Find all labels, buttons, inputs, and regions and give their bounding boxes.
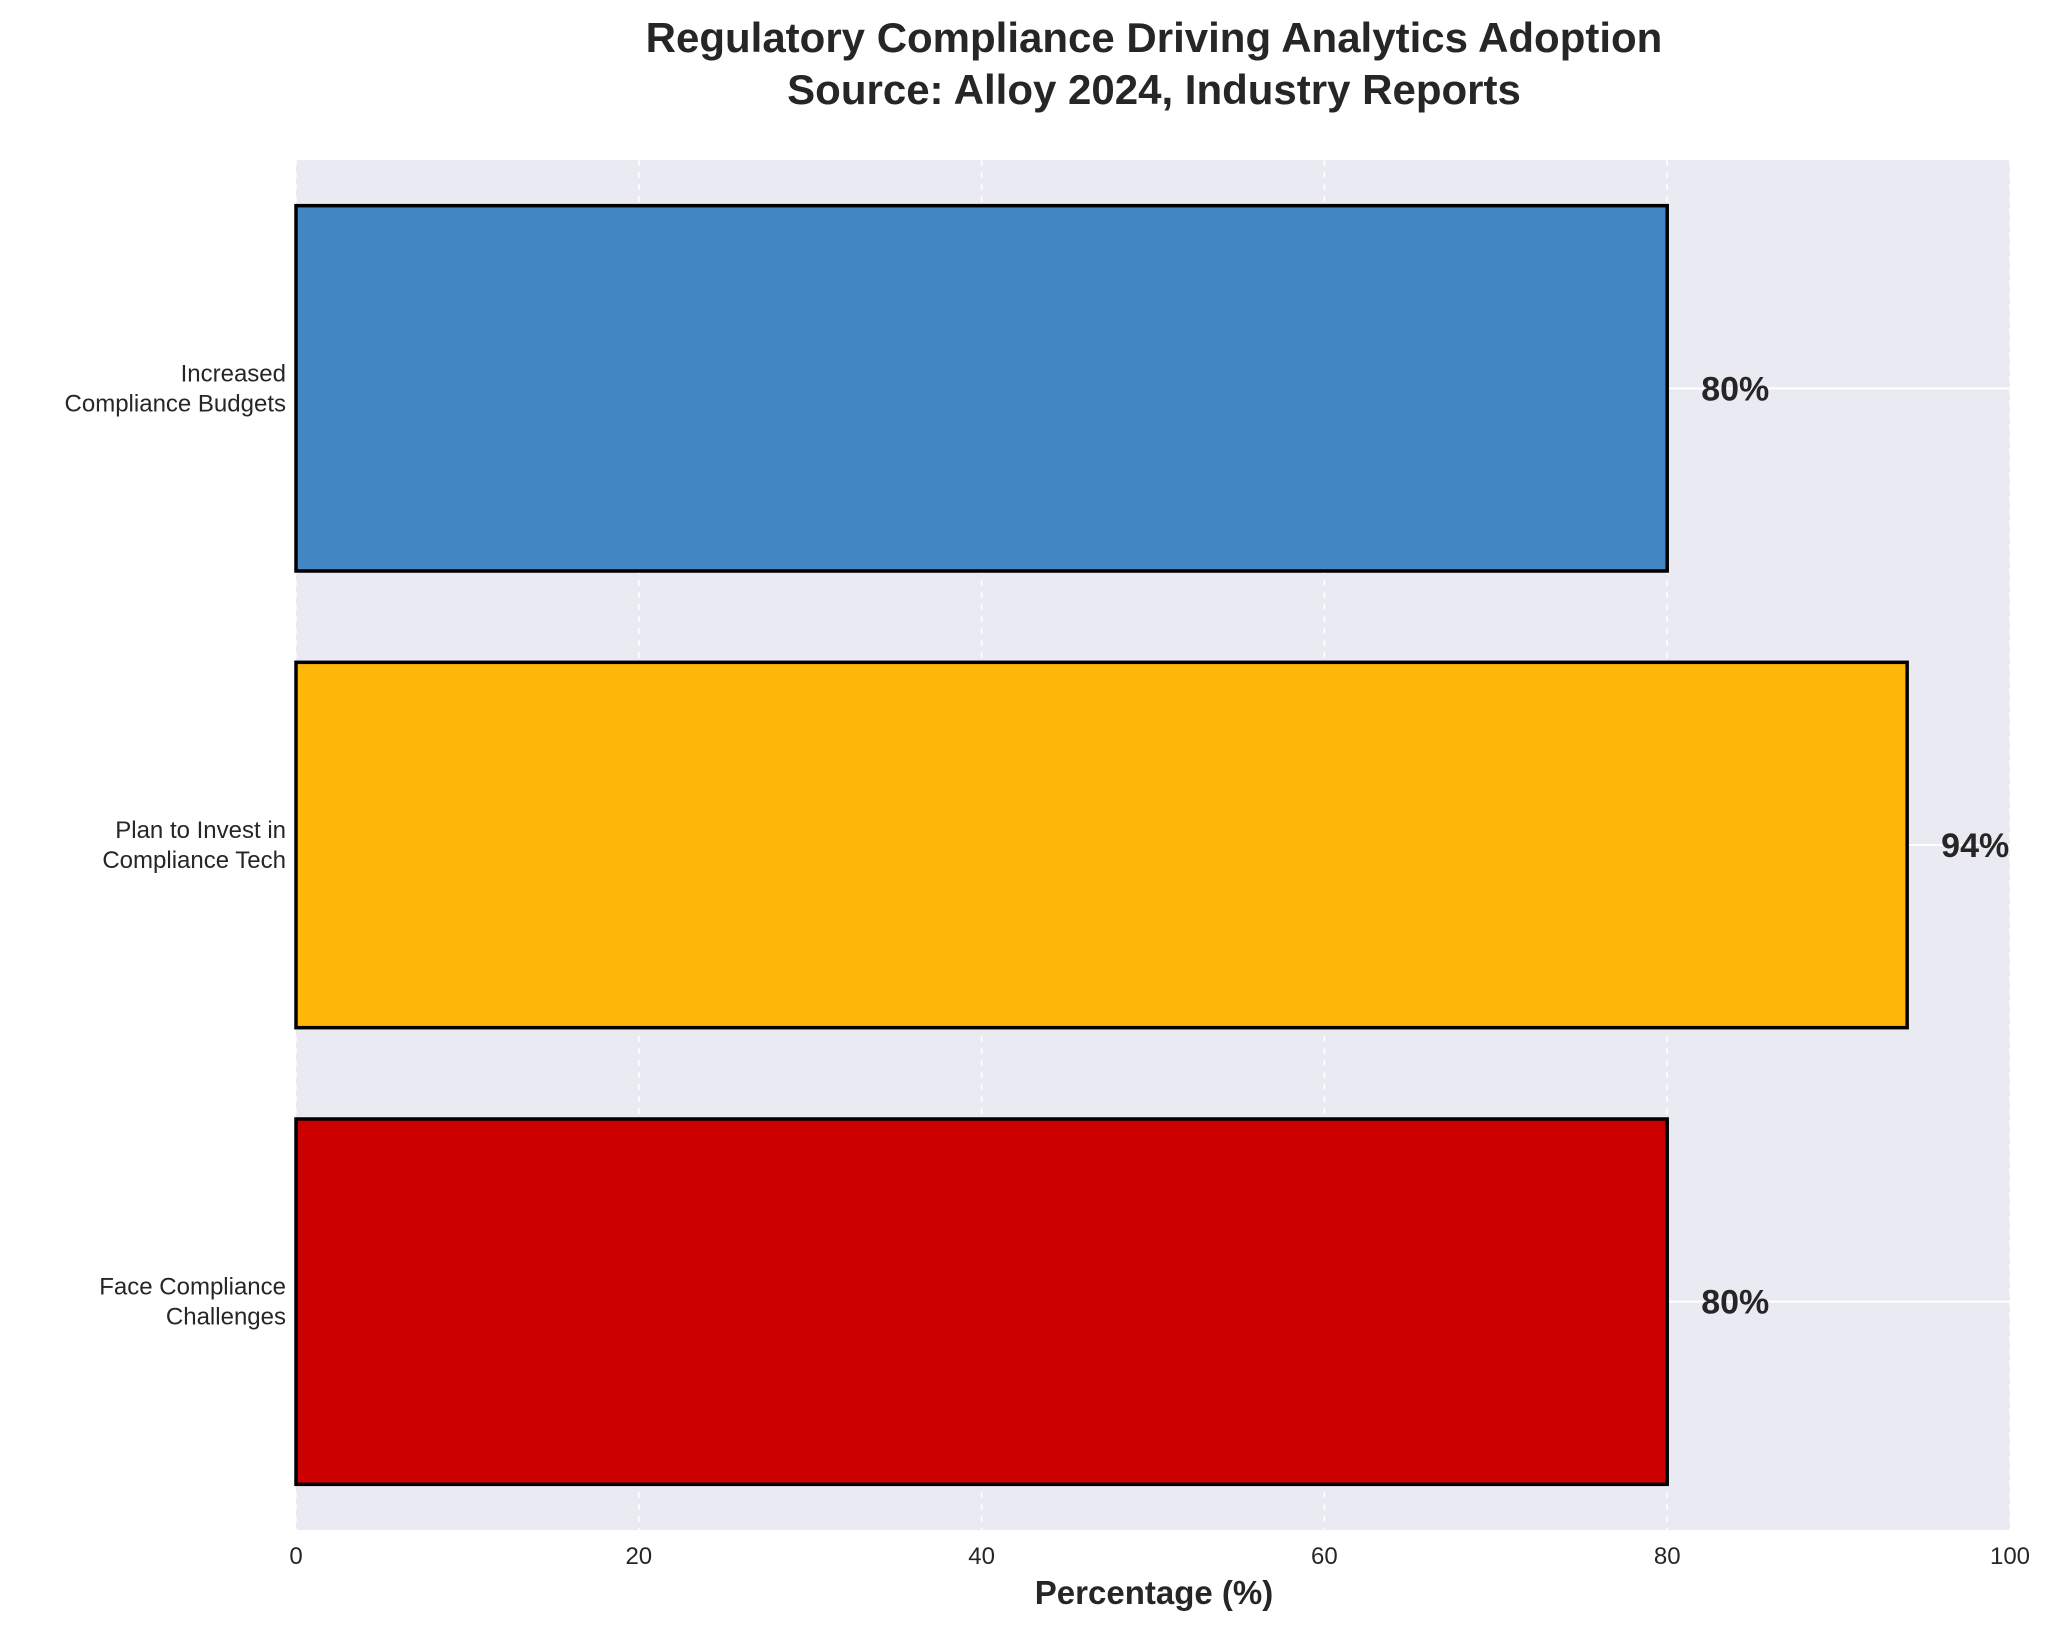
bar bbox=[294, 1117, 1669, 1487]
x-tick-label: 0 bbox=[289, 1543, 302, 1570]
data-label: 94% bbox=[1941, 827, 2009, 865]
x-tick-label: 80 bbox=[1654, 1543, 1681, 1570]
chart-title-line-2: Source: Alloy 2024, Industry Reports bbox=[787, 66, 1521, 113]
category-label: Plan to Invest in Compliance Tech bbox=[102, 817, 286, 874]
data-labels: 80% 94% 80% bbox=[1701, 370, 2009, 1321]
chart-title-line-1: Regulatory Compliance Driving Analytics … bbox=[646, 14, 1663, 61]
x-tick-label: 100 bbox=[1990, 1543, 2030, 1570]
bar bbox=[294, 660, 1909, 1030]
bars bbox=[294, 203, 1909, 1487]
x-tick-labels: 0 20 40 60 80 100 bbox=[289, 1543, 2030, 1570]
data-label: 80% bbox=[1701, 1284, 1769, 1322]
x-tick-label: 40 bbox=[968, 1543, 995, 1570]
category-label: Increased Compliance Budgets bbox=[65, 360, 286, 417]
bar bbox=[294, 203, 1669, 573]
category-label: Face Compliance Challenges bbox=[99, 1274, 286, 1331]
data-label: 80% bbox=[1701, 370, 1769, 408]
x-tick-label: 60 bbox=[1311, 1543, 1338, 1570]
y-tick-labels: Increased Compliance Budgets Plan to Inves… bbox=[65, 360, 286, 1330]
x-tick-label: 20 bbox=[625, 1543, 652, 1570]
x-axis-title: Percentage (%) bbox=[1035, 1574, 1273, 1611]
